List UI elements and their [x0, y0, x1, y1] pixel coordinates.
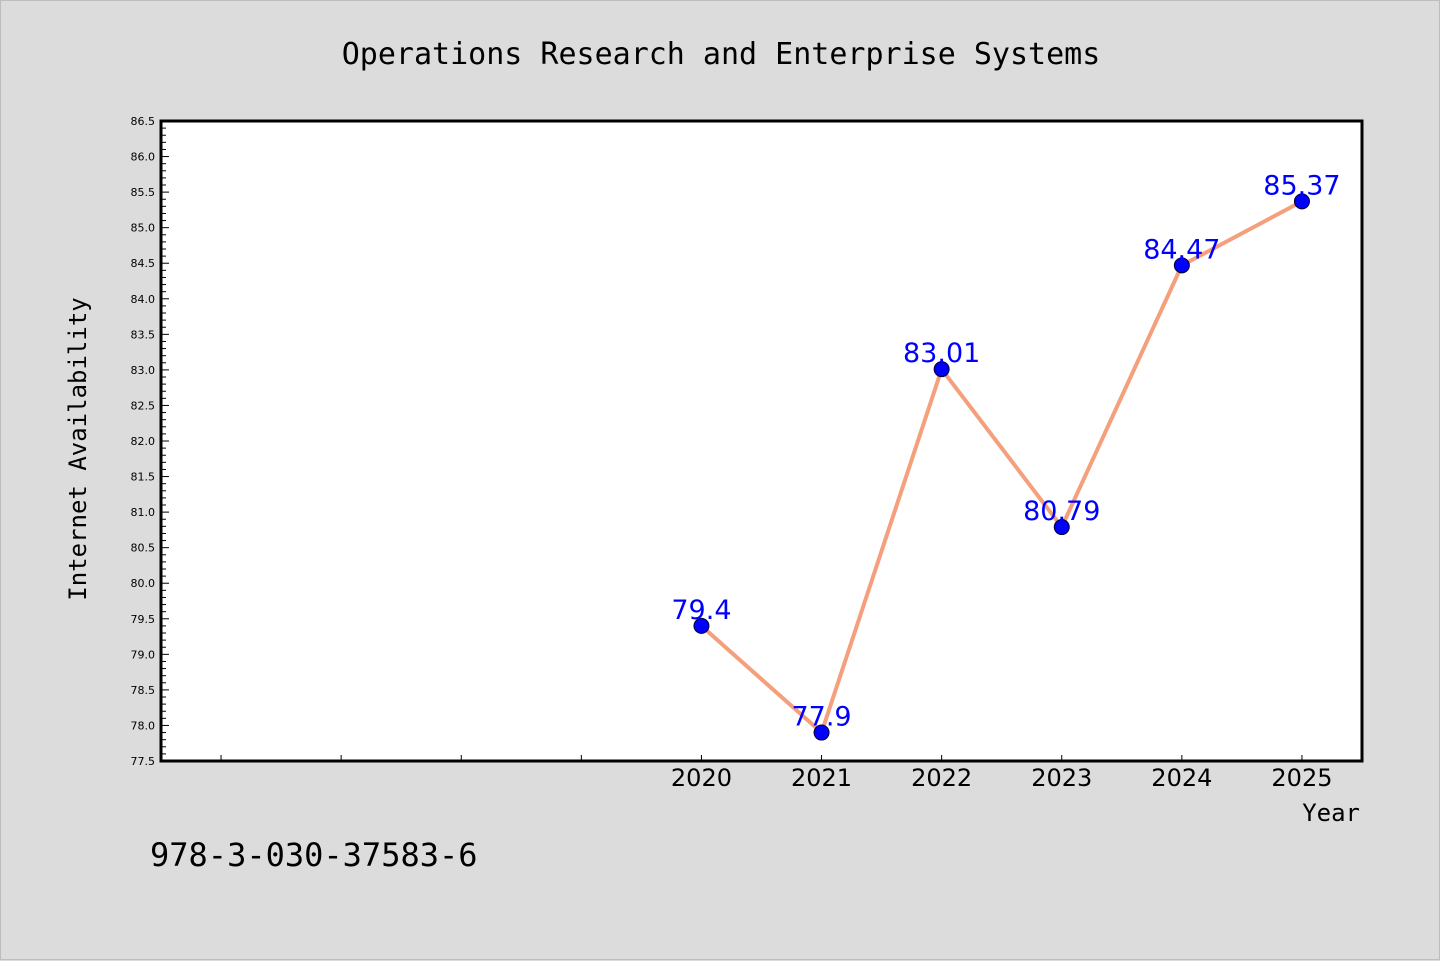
data-label-layer: 79.4 77.9 83.01 80.79 84.47 85.37 — [671, 170, 1340, 732]
data-point — [933, 361, 950, 378]
y-tick-label: 86.0 — [131, 151, 156, 164]
x-tick-label: 2025 — [1271, 764, 1332, 792]
chart-title: Operations Research and Enterprise Syste… — [342, 37, 1101, 72]
x-tick-label: 2021 — [791, 764, 852, 792]
data-point — [1053, 519, 1070, 536]
data-label: 85.37 — [1263, 170, 1340, 201]
series-layer — [693, 193, 1310, 741]
y-tick-label: 84.0 — [131, 293, 156, 306]
y-tick-label: 82.5 — [131, 399, 156, 412]
series-line — [700, 199, 1303, 735]
x-tick-label: 2023 — [1031, 764, 1092, 792]
y-tick-label: 83.0 — [131, 364, 156, 377]
data-label: 84.47 — [1143, 234, 1220, 265]
y-tick-label: 79.5 — [131, 613, 156, 626]
y-tick-label: 85.5 — [131, 186, 156, 199]
y-tick-label: 80.5 — [131, 542, 156, 555]
y-tick-label: 78.5 — [131, 684, 156, 697]
y-tick-label: 83.5 — [131, 328, 156, 341]
isbn-text: 978-3-030-37583-6 — [150, 836, 478, 874]
y-tick-label: 86.5 — [131, 115, 156, 128]
data-label: 79.4 — [671, 595, 731, 626]
y-tick-label: 85.0 — [131, 222, 156, 235]
x-tick-label: 2024 — [1151, 764, 1212, 792]
y-tick-label: 82.0 — [131, 435, 156, 448]
y-tick-label: 78.0 — [131, 719, 156, 732]
data-point — [693, 617, 710, 634]
y-tick-label: 84.5 — [131, 257, 156, 270]
y-tick-label: 77.5 — [131, 755, 156, 768]
y-axis-ticks: 77.5 78.0 78.5 79.0 79.5 80.0 80.5 81.0 81.5 82.0… — [131, 115, 169, 768]
data-point — [1173, 257, 1190, 274]
x-axis-ticks: 2020 2021 2022 2023 2024 2025 — [220, 755, 1332, 792]
data-point — [1293, 193, 1310, 210]
data-label: 77.9 — [791, 702, 851, 733]
x-tick-label: 2020 — [671, 764, 732, 792]
data-label: 80.79 — [1023, 496, 1100, 527]
y-tick-label: 79.0 — [131, 648, 156, 661]
y-axis-label: Internet Availability — [64, 297, 92, 600]
y-tick-label: 81.5 — [131, 471, 156, 484]
data-point — [813, 724, 830, 741]
plot-area — [159, 119, 1364, 763]
x-tick-label: 2022 — [911, 764, 972, 792]
y-tick-label: 80.0 — [131, 577, 156, 590]
y-tick-label: 81.0 — [131, 506, 156, 519]
x-axis-label: Year — [1302, 799, 1360, 827]
data-label: 83.01 — [903, 338, 980, 369]
